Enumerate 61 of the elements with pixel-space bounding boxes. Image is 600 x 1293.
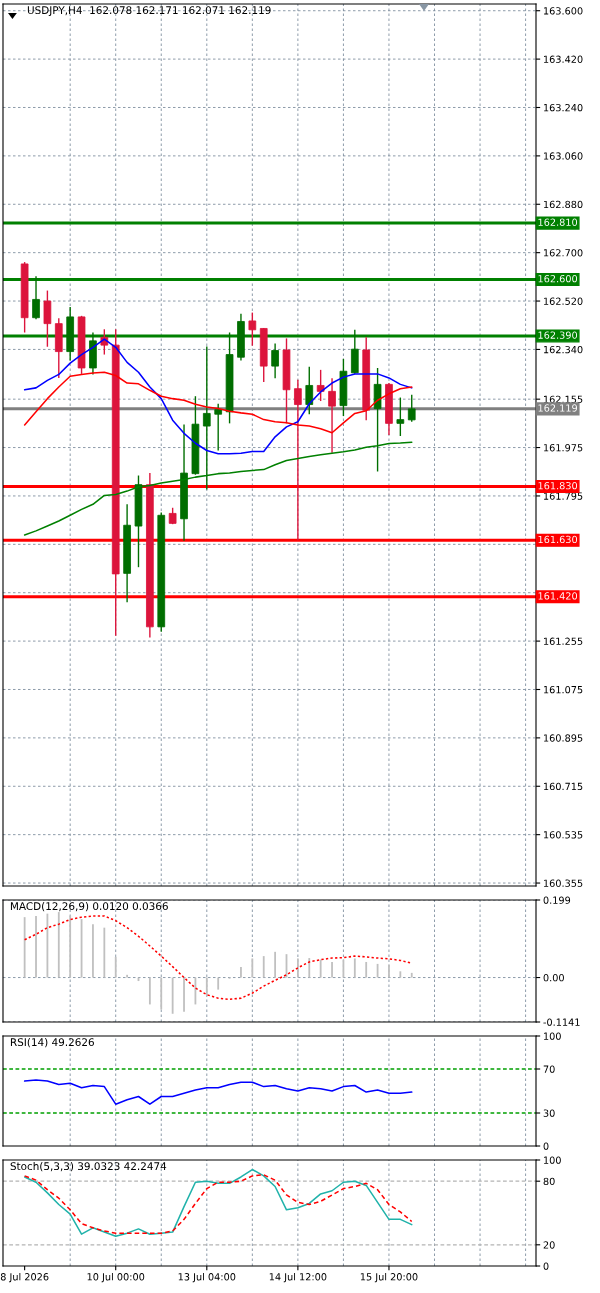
ref-line-label: 162.390: [538, 331, 578, 339]
candlestick: [271, 342, 279, 379]
y-tick-label: 163.240: [544, 103, 583, 112]
y-tick-label: 162.880: [544, 200, 583, 209]
chart-title: MACD(12,26,9) 0.0120 0.0366: [10, 902, 168, 912]
candlestick: [32, 275, 40, 321]
candlestick: [407, 394, 416, 423]
chart-title: USDJPY,H4 162.078 162.171 162.071 162.119: [27, 6, 271, 16]
candlestick: [43, 289, 52, 348]
y-tick-label: 162.155: [544, 395, 583, 403]
y-tick-label: 163.420: [544, 55, 583, 63]
x-tick-label: 14 Jul 12:00: [269, 1272, 327, 1283]
y-tick-label: 160.895: [544, 734, 583, 742]
y-tick-label: 162.340: [544, 345, 583, 354]
x-tick-label: 13 Jul 04:00: [178, 1272, 236, 1283]
y-tick-label: 161.255: [544, 637, 583, 645]
candlestick: [316, 369, 325, 402]
y-tick-label: 160.535: [544, 831, 583, 839]
ref-line-label: 162.600: [538, 275, 578, 283]
ref-line-label: 161.830: [538, 482, 578, 490]
ref-line-label: 161.630: [538, 535, 578, 544]
x-tick-label: 10 Jul 00:00: [87, 1272, 145, 1283]
y-tick-label: 0: [543, 1142, 549, 1150]
x-tick-label: 15 Jul 20:00: [360, 1272, 418, 1283]
y-tick-label: 161.975: [544, 444, 583, 452]
x-tick-label: 8 Jul 2026: [0, 1272, 49, 1283]
candlestick: [202, 345, 211, 491]
y-tick-label: 163.600: [544, 7, 583, 15]
y-tick-label: 100: [544, 1032, 561, 1040]
y-tick-label: 162.700: [544, 249, 583, 257]
y-tick-label: 160.355: [544, 879, 583, 887]
line-series: [23, 441, 413, 536]
y-tick-label: 160.715: [544, 782, 583, 791]
y-tick-label: 0.199: [543, 896, 571, 904]
y-tick-label: 161.075: [544, 685, 583, 694]
y-tick-label: 30: [543, 1109, 555, 1117]
y-tick-label: 70: [543, 1065, 555, 1073]
candlestick: [396, 396, 405, 437]
y-tick-label: 162.520: [544, 297, 583, 305]
y-tick-label: 80: [543, 1177, 555, 1186]
candlestick: [305, 365, 314, 415]
candlestick: [328, 377, 336, 454]
candlestick: [294, 379, 302, 541]
y-tick-label: 100: [544, 1156, 561, 1164]
ref-line-label: 161.420: [538, 592, 578, 600]
ref-line-label: 162.810: [538, 218, 578, 226]
line-series: [23, 1079, 413, 1105]
candlestick: [350, 329, 359, 375]
ref-line-label: 162.119: [538, 404, 578, 412]
chart-title: RSI(14) 49.2626: [10, 1038, 94, 1048]
y-tick-label: 163.060: [544, 152, 583, 160]
line-series: [23, 371, 413, 434]
chart-title: Stoch(5,3,3) 39.0323 42.2474: [10, 1162, 167, 1172]
line-series: [23, 338, 413, 455]
y-tick-label: 0.00: [543, 974, 564, 982]
line-series: [23, 915, 413, 1001]
candlestick: [248, 311, 257, 347]
y-tick-label: -0.1141: [543, 1018, 580, 1026]
y-tick-label: 20: [543, 1241, 555, 1249]
y-tick-label: 0: [543, 1262, 549, 1270]
candlestick: [214, 403, 223, 452]
